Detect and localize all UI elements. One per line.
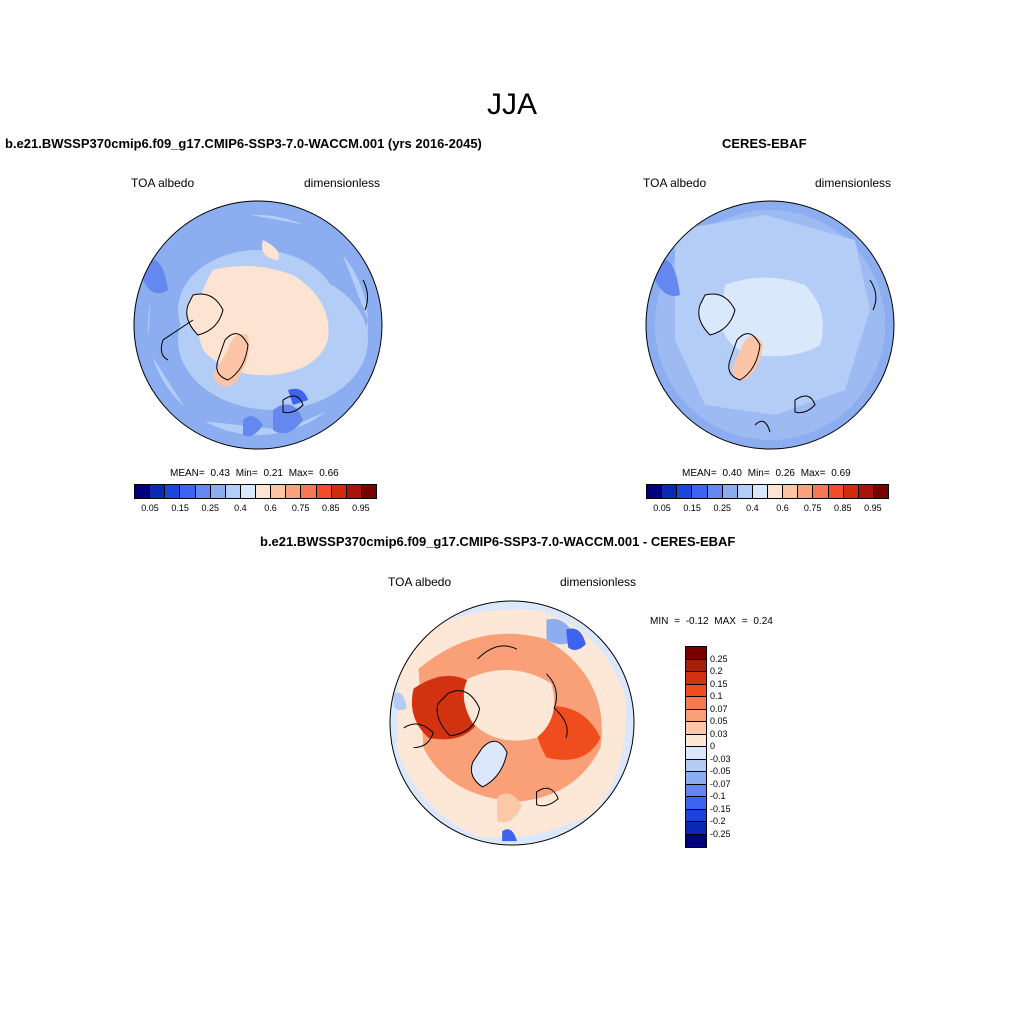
obs-colorbar-tick-label: 0.75 xyxy=(803,503,822,513)
obs-colorbar-color-1 xyxy=(662,485,678,498)
model-colorbar-color-6 xyxy=(225,485,241,498)
obs-stats: MEAN= 0.40 Min= 0.26 Max= 0.69 xyxy=(682,468,851,479)
model-units-label: dimensionless xyxy=(304,176,381,190)
diff-colorbar-color-13 xyxy=(686,809,706,822)
diff-colorbar-tick-label: 0 xyxy=(710,741,716,751)
model-stats: MEAN= 0.43 Min= 0.21 Max= 0.66 xyxy=(170,468,339,479)
model-colorbar-color-14 xyxy=(346,485,362,498)
model-variable-label: TOA albedo xyxy=(131,176,195,190)
diff-colorbar-color-14 xyxy=(686,822,706,835)
obs-colorbar-tick-label: 0.25 xyxy=(713,503,732,513)
model-colorbar-color-11 xyxy=(301,485,317,498)
diff-colorbar-color-8 xyxy=(686,747,706,760)
diff-colorbar-color-6 xyxy=(686,722,706,735)
diff-colorbar-color-3 xyxy=(686,684,706,697)
model-polar-map xyxy=(133,200,383,450)
season-title: JJA xyxy=(486,88,537,121)
model-colorbar-color-2 xyxy=(165,485,181,498)
model-colorbar-color-10 xyxy=(286,485,302,498)
diff-colorbar-color-12 xyxy=(686,797,706,810)
obs-colorbar-tick-label: 0.85 xyxy=(834,503,852,513)
diff-colorbar-color-11 xyxy=(686,784,706,797)
diff-colorbar-color-1 xyxy=(686,659,706,672)
obs-colorbar-color-7 xyxy=(752,485,768,498)
model-colorbar-tick-label: 0.4 xyxy=(234,503,247,513)
diff-colorbar-tick-label: 0.1 xyxy=(710,691,723,701)
diff-units-label: dimensionless xyxy=(560,575,637,589)
diff-colorbar-tick-label: 0.2 xyxy=(710,666,723,676)
model-colorbar-color-0 xyxy=(135,485,151,498)
model-colorbar-color-12 xyxy=(316,485,332,498)
diff-colorbar-tick-label: 0.15 xyxy=(710,678,728,689)
obs-colorbar-color-6 xyxy=(737,485,753,498)
diff-colorbar-tick-label: -0.25 xyxy=(710,828,731,839)
model-colorbar xyxy=(134,484,377,499)
model-colorbar-color-9 xyxy=(271,485,287,498)
obs-colorbar-tick-label: 0.95 xyxy=(864,503,882,513)
obs-colorbar-color-11 xyxy=(813,485,829,498)
diff-colorbar-color-7 xyxy=(686,734,706,747)
model-colorbar-color-3 xyxy=(180,485,196,498)
diff-colorbar-color-15 xyxy=(686,834,706,847)
obs-colorbar-color-9 xyxy=(783,485,799,498)
diff-colorbar-tick-label: -0.03 xyxy=(710,753,731,764)
obs-colorbar-color-12 xyxy=(828,485,844,498)
diff-colorbar-color-10 xyxy=(686,772,706,785)
diff-colorbar-color-9 xyxy=(686,759,706,772)
model-colorbar-color-1 xyxy=(150,485,166,498)
model-colorbar-tick-label: 0.75 xyxy=(291,503,310,513)
diff-colorbar-tick-label: -0.1 xyxy=(710,791,726,801)
obs-variable-label: TOA albedo xyxy=(643,176,707,190)
model-colorbar-color-8 xyxy=(256,485,272,498)
obs-colorbar-tick-label: 0.4 xyxy=(746,503,759,513)
obs-colorbar-color-8 xyxy=(768,485,784,498)
model-colorbar-tick-label: 0.85 xyxy=(322,503,340,513)
obs-colorbar-color-10 xyxy=(798,485,814,498)
diff-colorbar-tick-label: -0.2 xyxy=(710,816,726,826)
diff-colorbar-tick-label: -0.07 xyxy=(710,778,731,789)
obs-colorbar-color-5 xyxy=(722,485,738,498)
obs-colorbar-color-13 xyxy=(843,485,859,498)
obs-colorbar xyxy=(646,484,889,499)
obs-colorbar-color-2 xyxy=(677,485,693,498)
obs-colorbar-tick-label: 0.6 xyxy=(776,503,789,513)
diff-polar-map xyxy=(389,600,635,846)
model-colorbar-color-15 xyxy=(361,485,376,498)
obs-units-label: dimensionless xyxy=(815,176,892,190)
obs-colorbar-tick-label: 0.15 xyxy=(683,503,701,513)
model-colorbar-color-4 xyxy=(195,485,211,498)
diff-colorbar-tick-label: 0.07 xyxy=(710,703,728,714)
model-colorbar-color-5 xyxy=(210,485,226,498)
model-colorbar-tick-label: 0.25 xyxy=(201,503,220,513)
diff-variable-label: TOA albedo xyxy=(388,575,452,589)
obs-colorbar-tick-label: 0.05 xyxy=(653,503,671,513)
diff-colorbar-tick-label: -0.05 xyxy=(710,766,731,776)
obs-colorbar-color-15 xyxy=(873,485,888,498)
diff-colorbar-color-2 xyxy=(686,672,706,685)
diff-colorbar xyxy=(685,646,707,848)
obs-colorbar-color-14 xyxy=(858,485,874,498)
model-panel-title: b.e21.BWSSP370cmip6.f09_g17.CMIP6-SSP3-7… xyxy=(5,136,482,151)
diff-colorbar-color-0 xyxy=(686,647,706,660)
model-colorbar-tick-label: 0.05 xyxy=(141,503,159,513)
diff-colorbar-tick-label: 0.03 xyxy=(710,728,728,739)
model-colorbar-color-7 xyxy=(240,485,256,498)
model-colorbar-tick-label: 0.15 xyxy=(171,503,189,513)
diff-colorbar-tick-label: 0.25 xyxy=(710,653,728,664)
model-colorbar-tick-label: 0.6 xyxy=(264,503,277,513)
diff-minmax: MIN = -0.12 MAX = 0.24 xyxy=(650,616,773,627)
model-colorbar-color-13 xyxy=(331,485,347,498)
diff-panel-title: b.e21.BWSSP370cmip6.f09_g17.CMIP6-SSP3-7… xyxy=(260,534,736,549)
diff-colorbar-tick-label: 0.05 xyxy=(710,716,728,726)
model-colorbar-tick-label: 0.95 xyxy=(352,503,370,513)
obs-panel-title: CERES-EBAF xyxy=(722,136,807,151)
diff-colorbar-color-5 xyxy=(686,709,706,722)
obs-colorbar-color-3 xyxy=(692,485,708,498)
obs-colorbar-color-0 xyxy=(647,485,663,498)
diff-colorbar-tick-label: -0.15 xyxy=(710,803,731,814)
obs-colorbar-color-4 xyxy=(707,485,723,498)
diff-colorbar-color-4 xyxy=(686,697,706,710)
obs-polar-map xyxy=(645,200,895,450)
